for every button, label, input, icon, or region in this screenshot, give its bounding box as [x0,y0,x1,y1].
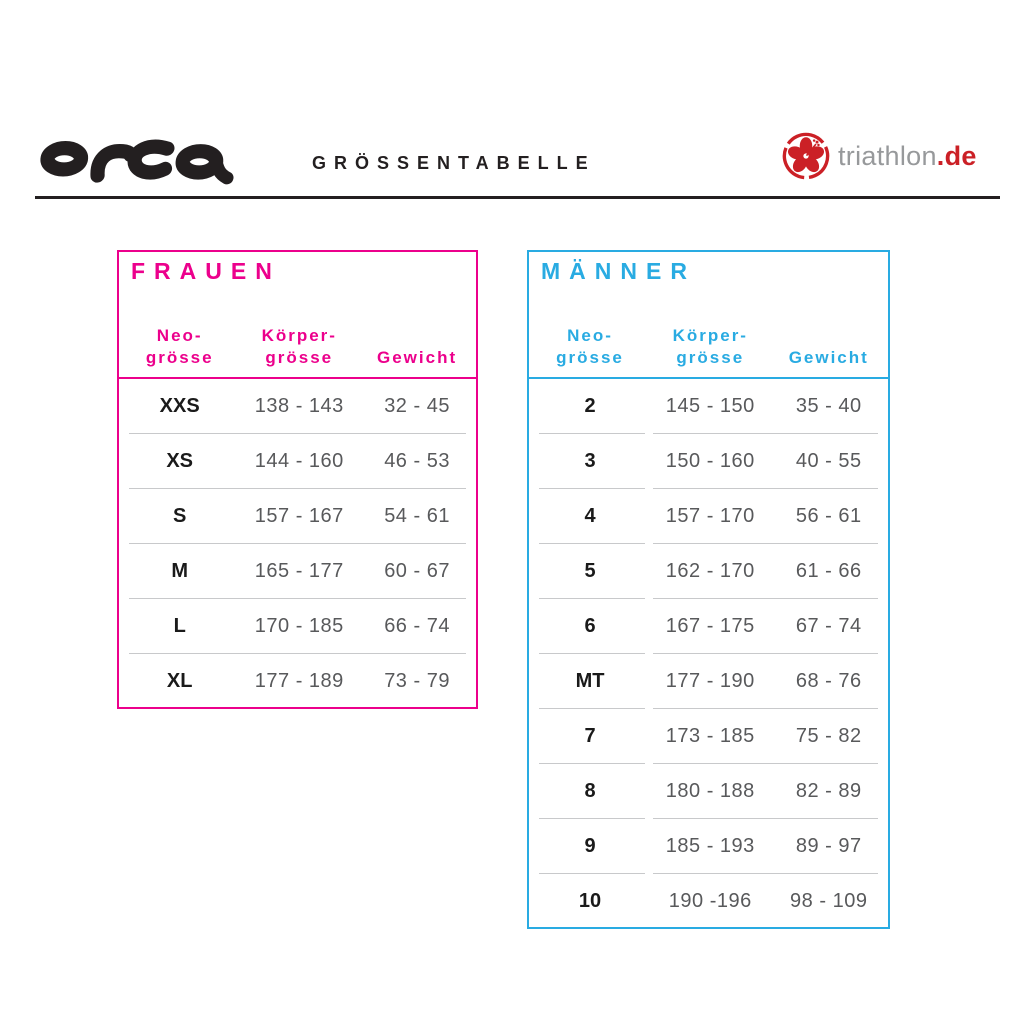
maenner-column-headers: Neo-grösse Körper-grösse Gewicht [529,325,888,369]
cell-body-size: 144 - 160 [254,450,344,472]
table-row: 5 162 - 170 61 - 66 [529,544,888,599]
cell-weight: 73 - 79 [384,670,450,692]
cell-weight: 66 - 74 [384,615,450,637]
column-header-gewicht: Gewicht [788,348,869,367]
cell-body-size: 162 - 170 [665,560,755,582]
table-row: XXS 138 - 143 32 - 45 [119,379,476,434]
page-title: GRÖSSENTABELLE [312,153,596,173]
cell-neo-size: 7 [584,725,596,747]
partner-tld: .de [936,140,977,171]
table-row: S 157 - 167 54 - 61 [119,489,476,544]
cell-neo-size: XXS [159,395,200,417]
cell-weight: 56 - 61 [795,505,862,527]
cell-body-size: 167 - 175 [665,615,755,637]
cell-neo-size: 9 [584,835,596,857]
cell-body-size: 157 - 170 [665,505,755,527]
cell-weight: 46 - 53 [384,450,450,472]
partner-name: triathlon [838,140,937,171]
size-table-frauen: FRAUEN Neo-grösse Körper-grösse Gewicht … [117,250,478,709]
cell-weight: 40 - 55 [795,450,862,472]
cell-weight: 98 - 109 [790,890,868,912]
cell-neo-size: L [173,615,186,637]
table-row: 2 145 - 150 35 - 40 [529,379,888,434]
cell-weight: 60 - 67 [384,560,450,582]
cell-weight: 75 - 82 [795,725,862,747]
orca-logo [40,139,234,185]
header-divider [35,196,1000,199]
cell-body-size: 173 - 185 [665,725,755,747]
column-header-gewicht: Gewicht [377,348,458,367]
table-row: 9 185 - 193 89 - 97 [529,819,888,874]
cell-neo-size: M [171,560,189,582]
table-row: XL 177 - 189 73 - 79 [119,654,476,707]
cell-weight: 54 - 61 [384,505,450,527]
cell-neo-size: 3 [584,450,596,472]
cell-weight: 67 - 74 [795,615,862,637]
size-table-maenner: MÄNNER Neo-grösse Körper-grösse Gewicht … [527,250,890,929]
frauen-rows: XXS 138 - 143 32 - 45 XS 144 - 160 46 - … [119,379,476,707]
brand-name: orca [0,0,1,1]
maenner-title: MÄNNER [541,258,696,284]
maenner-header-rule [529,377,888,379]
cell-weight: 82 - 89 [795,780,862,802]
cell-body-size: 165 - 177 [254,560,344,582]
cell-body-size: 150 - 160 [665,450,755,472]
table-row: 8 180 - 188 82 - 89 [529,764,888,819]
column-header-koerpergroesse: Körper-grösse [672,326,748,367]
cell-body-size: 138 - 143 [254,395,344,417]
table-row: 4 157 - 170 56 - 61 [529,489,888,544]
cell-body-size: 180 - 188 [665,780,755,802]
cell-body-size: 170 - 185 [254,615,344,637]
maenner-rows: 2 145 - 150 35 - 40 3 150 - 160 40 - 55 … [529,379,888,927]
cell-body-size: 177 - 190 [665,670,755,692]
cell-neo-size: XL [166,670,193,692]
frauen-column-headers: Neo-grösse Körper-grösse Gewicht [119,325,476,369]
cell-body-size: 190 -196 [668,890,752,912]
cell-body-size: 145 - 150 [665,395,755,417]
cell-neo-size: 10 [578,890,602,912]
column-header-neogroesse: Neo-grösse [145,326,214,367]
frauen-header-rule [119,377,476,379]
cell-body-size: 185 - 193 [665,835,755,857]
cell-neo-size: 4 [584,505,596,527]
cell-neo-size: S [173,505,187,527]
cell-weight: 68 - 76 [795,670,862,692]
cell-neo-size: 5 [584,560,596,582]
cell-neo-size: 8 [584,780,596,802]
table-row: XS 144 - 160 46 - 53 [119,434,476,489]
cell-neo-size: XS [166,450,194,472]
triathlon-logo: triathlon.de [782,132,977,180]
hibiscus-icon [782,132,830,180]
cell-body-size: 157 - 167 [254,505,344,527]
column-header-koerpergroesse: Körper-grösse [261,326,337,367]
table-row: 10 190 -196 98 - 109 [529,874,888,927]
table-row: 6 167 - 175 67 - 74 [529,599,888,654]
triathlon-wordmark: triathlon.de [838,141,977,172]
cell-weight: 61 - 66 [795,560,862,582]
table-row: M 165 - 177 60 - 67 [119,544,476,599]
table-row: 3 150 - 160 40 - 55 [529,434,888,489]
frauen-title: FRAUEN [131,258,281,284]
cell-neo-size: 6 [584,615,596,637]
column-header-neogroesse: Neo-grösse [556,326,624,367]
table-row: 7 173 - 185 75 - 82 [529,709,888,764]
cell-weight: 32 - 45 [384,395,450,417]
table-row: L 170 - 185 66 - 74 [119,599,476,654]
cell-neo-size: MT [575,670,605,692]
cell-weight: 35 - 40 [795,395,862,417]
table-row: MT 177 - 190 68 - 76 [529,654,888,709]
cell-weight: 89 - 97 [795,835,862,857]
cell-body-size: 177 - 189 [254,670,344,692]
cell-neo-size: 2 [584,395,596,417]
